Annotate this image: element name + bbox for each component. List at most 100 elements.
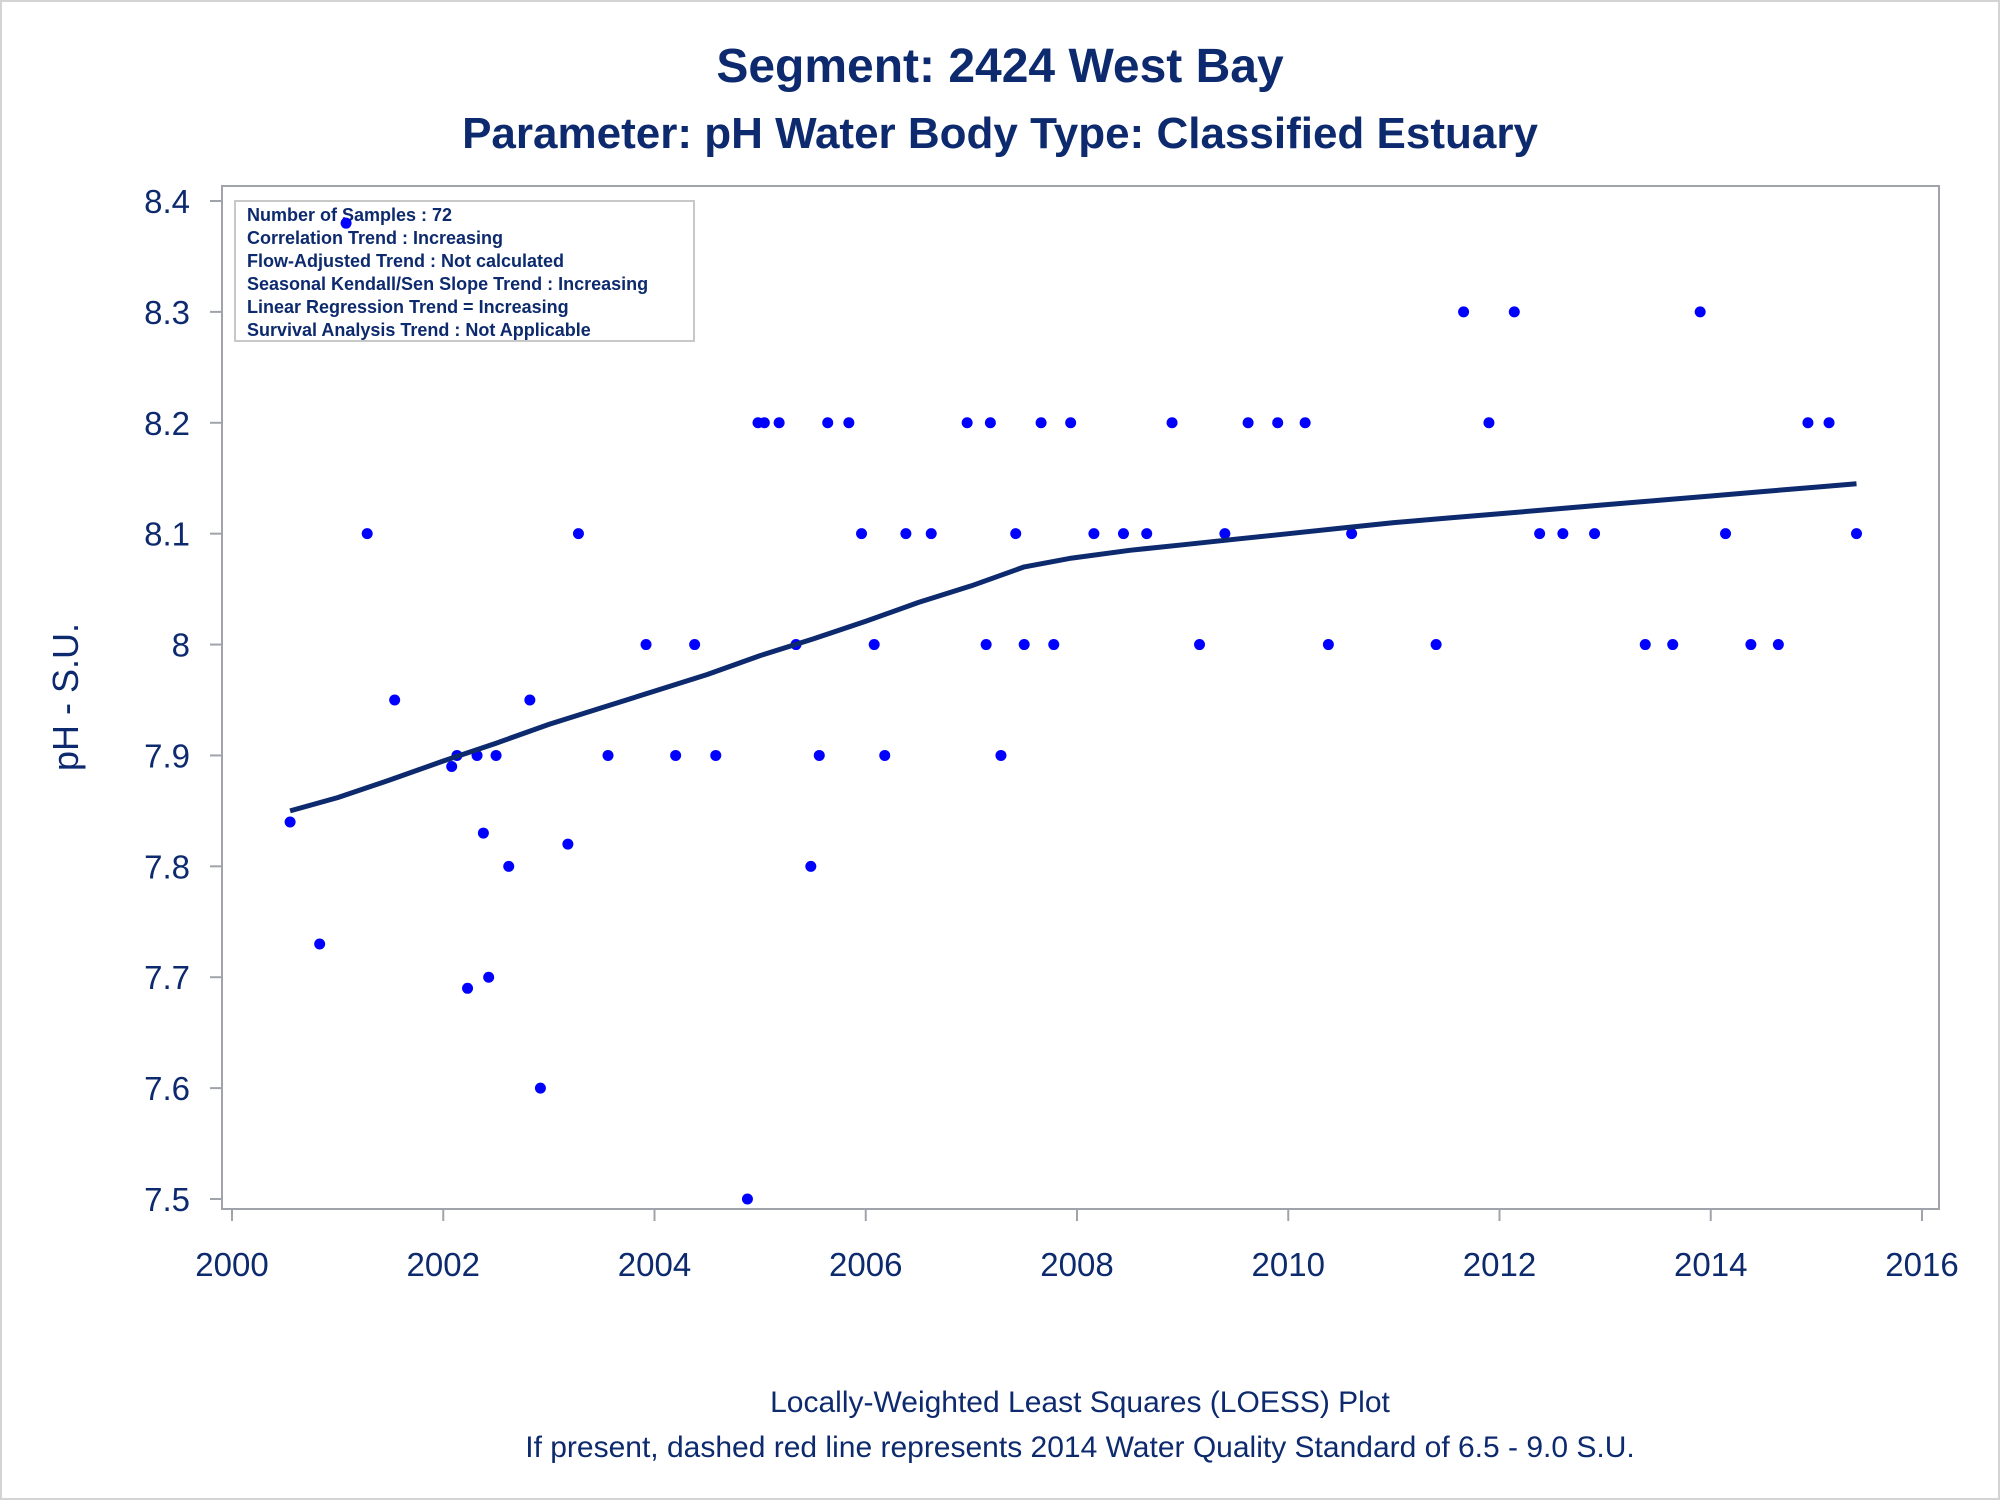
plot-area [221,185,1940,1210]
data-point [361,528,373,540]
y-tick-label: 8 [172,627,190,664]
data-point [995,749,1007,761]
y-tick-label: 7.6 [144,1070,190,1107]
x-tick-label: 2016 [1885,1246,1958,1283]
data-point [822,417,834,429]
x-tick-label: 2000 [195,1246,268,1283]
data-point [1035,417,1047,429]
data-point [490,749,502,761]
data-point [1667,639,1679,651]
data-point [710,749,722,761]
x-tick-label: 2014 [1674,1246,1747,1283]
data-points [284,217,1863,1205]
data-point [1823,417,1835,429]
data-point [1639,639,1651,651]
data-point [1242,417,1254,429]
y-tick-label: 8.3 [144,294,190,331]
data-point [980,639,992,651]
data-point [758,417,770,429]
data-point [1745,639,1757,651]
data-point [446,761,458,773]
data-point [925,528,937,540]
chart-title: Segment: 2424 West Bay [716,40,1284,93]
data-point [1166,417,1178,429]
data-point [572,528,584,540]
stats-line: Number of Samples : 72 [247,205,452,225]
x-tick-label: 2012 [1463,1246,1536,1283]
data-point [1299,417,1311,429]
footnote-standard: If present, dashed red line represents 2… [525,1431,1635,1464]
data-point [640,639,652,651]
data-point [1141,528,1153,540]
data-point [1772,639,1784,651]
data-point [1088,528,1100,540]
data-point [1010,528,1022,540]
data-point [741,1193,753,1205]
data-point [477,827,489,839]
data-point [1557,528,1569,540]
data-point [1065,417,1077,429]
data-point [1322,639,1334,651]
stats-line: Flow-Adjusted Trend : Not calculated [247,251,564,271]
data-point [1483,417,1495,429]
data-point [389,694,401,706]
data-point [524,694,536,706]
data-point [1534,528,1546,540]
data-point [483,971,495,983]
data-point [1346,528,1358,540]
x-tick-label: 2006 [829,1246,902,1283]
y-tick-label: 7.9 [144,737,190,774]
data-point [602,749,614,761]
chart-subtitle: Parameter: pH Water Body Type: Classifie… [462,109,1538,158]
data-point [462,982,474,994]
data-point [1117,528,1129,540]
x-axis: 2000 2002 2004 2006 2008 2010 2012 2014 2016 [195,1209,1959,1283]
stats-line: Linear Regression Trend = Increasing [247,297,569,317]
y-tick-label: 8.1 [144,516,190,553]
x-tick-label: 2010 [1252,1246,1325,1283]
data-point [1272,417,1284,429]
data-point [562,838,574,850]
stats-line: Survival Analysis Trend : Not Applicable [247,320,591,340]
stats-line: Seasonal Kendall/Sen Slope Trend : Incre… [247,274,648,294]
y-tick-label: 7.7 [144,959,190,996]
y-tick-label: 8.4 [144,183,190,220]
loess-line [289,481,1857,814]
data-point [1430,639,1442,651]
data-point [314,938,326,950]
y-axis: 7.5 7.6 7.7 7.8 7.9 8 8.1 8.2 8.3 8.4 [144,183,222,1218]
data-point [1802,417,1814,429]
data-point [1720,528,1732,540]
y-axis-label: pH - S.U. [45,623,86,771]
data-point [984,417,996,429]
data-point [843,417,855,429]
data-point [1219,528,1231,540]
data-point [503,860,515,872]
stats-line: Correlation Trend : Increasing [247,228,503,248]
data-point [340,217,352,229]
data-point [900,528,912,540]
data-point [1508,306,1520,318]
x-tick-label: 2004 [618,1246,691,1283]
data-point [689,639,701,651]
data-point [879,749,891,761]
x-tick-label: 2002 [407,1246,480,1283]
data-point [1589,528,1601,540]
footnote-loess: Locally-Weighted Least Squares (LOESS) P… [770,1386,1390,1419]
data-point [1694,306,1706,318]
data-point [284,816,296,828]
data-point [961,417,973,429]
data-point [1851,528,1863,540]
stats-legend-box: Number of Samples : 72 Correlation Trend… [234,200,695,342]
data-point [868,639,880,651]
y-tick-label: 7.8 [144,848,190,885]
data-point [534,1082,546,1094]
data-point [773,417,785,429]
y-tick-label: 7.5 [144,1181,190,1218]
data-point [1194,639,1206,651]
data-point [1018,639,1030,651]
data-point [670,749,682,761]
data-point [805,860,817,872]
data-point [1048,639,1060,651]
